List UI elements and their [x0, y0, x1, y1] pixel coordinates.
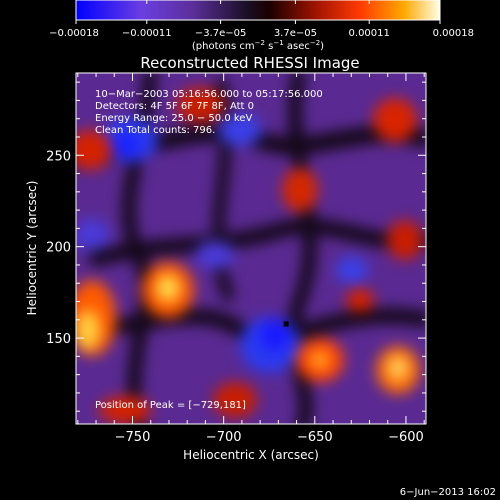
y-tick-label: 200	[46, 241, 71, 256]
colorbar-tick-labels: −0.00018 −0.00011 −3.7e−05 3.7e−05 0.00011 0.…	[49, 28, 474, 39]
x-axis-label: Heliocentric X (arcsec)	[183, 448, 319, 462]
info-line: 10−Mar−2003 05:16:56.000 to 05:17:56.000	[95, 89, 323, 100]
x-tick-label: −750	[115, 430, 151, 445]
colorbar-ticks	[75, 0, 441, 24]
x-tick-label: −700	[206, 430, 242, 445]
y-tick-labels: 150 200 250	[46, 149, 71, 347]
axis-ticks	[76, 73, 426, 424]
chart-title: Reconstructed RHESSI Image	[140, 54, 359, 72]
colorbar-tick-label: 3.7e−05	[274, 28, 317, 39]
y-tick-label: 250	[46, 149, 71, 164]
y-axis-label: Heliocentric Y (arcsec)	[25, 181, 39, 316]
colorbar-tick-label: −3.7e−05	[195, 28, 247, 39]
colorbar-tick-label: −0.00018	[49, 28, 99, 39]
peak-marker	[283, 321, 289, 327]
info-line: Detectors: 4F 5F 6F 7F 8F, Att 0	[95, 101, 254, 112]
y-tick-label: 150	[46, 332, 71, 347]
info-line: Energy Range: 25.0 − 50.0 keV	[95, 113, 252, 124]
peak-position-label: Position of Peak = [−729,181]	[95, 400, 246, 411]
colorbar-tick-label: 0.00011	[349, 28, 390, 39]
info-line: Clean Total counts: 796.	[95, 125, 215, 136]
observation-info: 10−Mar−2003 05:16:56.000 to 05:17:56.000…	[95, 89, 323, 136]
colorbar-tick-label: 0.00018	[433, 28, 474, 39]
x-tick-labels: −750 −700 −650 −600	[115, 430, 424, 445]
colorbar-units: (photons cm−2 s−1 asec−2)	[192, 39, 324, 52]
colorbar	[75, 0, 441, 21]
heatmap-image	[76, 73, 426, 424]
x-tick-label: −650	[297, 430, 333, 445]
x-tick-label: −600	[388, 430, 424, 445]
colorbar-tick-label: −0.00011	[122, 28, 172, 39]
plot-frame	[75, 72, 427, 425]
footer-date: 6−Jun−2013 16:02	[400, 487, 496, 498]
